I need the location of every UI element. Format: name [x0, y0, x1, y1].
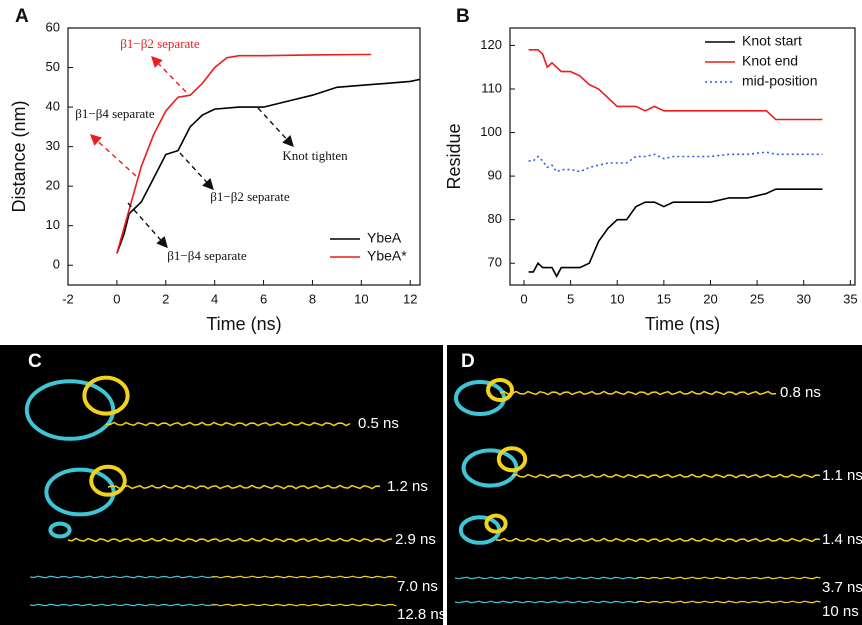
y-axis-label: Residue	[444, 123, 464, 189]
time-label: 0.8 ns	[780, 384, 821, 401]
y-tick-label: 60	[46, 19, 60, 34]
protein-domain	[82, 375, 130, 416]
protein-chain	[212, 603, 397, 607]
time-label: 1.1 ns	[822, 467, 862, 484]
x-tick-label: 2	[162, 291, 169, 306]
protein-domain	[496, 446, 528, 473]
protein-chain	[67, 537, 393, 543]
x-tick-label: 35	[843, 291, 857, 306]
protein-domain	[48, 521, 72, 539]
x-axis-label: Time (ns)	[645, 314, 720, 334]
annotation: β1−β2 separate	[210, 189, 290, 204]
y-tick-label: 0	[53, 257, 60, 272]
panel-label: A	[15, 6, 29, 27]
x-tick-label: 10	[610, 291, 624, 306]
x-tick-label: 4	[211, 291, 218, 306]
series-line	[528, 151, 823, 173]
y-tick-label: 90	[488, 168, 502, 183]
x-tick-label: 20	[703, 291, 717, 306]
annotation-arrow	[179, 152, 214, 191]
y-tick-label: 50	[46, 59, 60, 74]
legend-label: YbeA*	[367, 248, 407, 264]
protein-chain	[636, 600, 821, 604]
time-label: 0.5 ns	[358, 415, 399, 432]
protein-domain	[24, 379, 116, 441]
annotation-arrow	[151, 55, 187, 93]
annotation: β1−β2 separate	[120, 36, 200, 51]
time-label: 12.8 ns	[397, 606, 446, 623]
legend-label: YbeA	[367, 230, 402, 246]
x-tick-label: 10	[354, 291, 368, 306]
x-axis-label: Time (ns)	[206, 314, 281, 334]
y-axis-label: Distance (nm)	[9, 100, 29, 212]
protein-chain	[454, 576, 640, 580]
protein-domain	[89, 464, 127, 497]
x-tick-label: 15	[657, 291, 671, 306]
time-label: 10 ns	[822, 603, 859, 620]
y-tick-label: 40	[46, 99, 60, 114]
panel-label: B	[456, 6, 470, 27]
x-tick-label: 12	[403, 291, 417, 306]
protein-chain	[105, 421, 351, 427]
protein-chain	[107, 484, 381, 490]
annotation: β1−β4 separate	[167, 248, 247, 263]
x-tick-label: 5	[567, 291, 574, 306]
series-line	[528, 49, 823, 121]
y-tick-label: 10	[46, 217, 60, 232]
x-tick-label: -2	[62, 291, 74, 306]
time-label: 1.2 ns	[387, 478, 428, 495]
time-label: 3.7 ns	[822, 579, 862, 596]
y-tick-label: 20	[46, 178, 60, 193]
y-tick-label: 120	[480, 37, 502, 52]
x-tick-label: 0	[520, 291, 527, 306]
protein-chain	[212, 575, 397, 579]
panel-c-background	[0, 345, 443, 625]
annotation-arrow	[257, 107, 294, 148]
series-line	[116, 78, 421, 254]
protein-chain	[495, 537, 821, 543]
series-line	[116, 53, 372, 254]
protein-chain	[511, 473, 821, 479]
legend-label: Knot end	[742, 53, 798, 69]
y-tick-label: 80	[488, 211, 502, 226]
protein-chain	[29, 575, 215, 579]
x-tick-label: 30	[796, 291, 810, 306]
protein-chain	[454, 600, 640, 604]
y-tick-label: 30	[46, 138, 60, 153]
protein-domain	[486, 378, 514, 402]
panel-label: D	[461, 351, 475, 372]
plot-frame	[67, 27, 421, 286]
series-line	[528, 188, 823, 278]
time-label: 7.0 ns	[397, 578, 438, 595]
x-tick-label: 8	[309, 291, 316, 306]
annotation-arrow	[127, 202, 168, 249]
legend-label: mid-position	[742, 73, 817, 89]
y-tick-label: 70	[488, 255, 502, 270]
annotation-arrow	[89, 134, 137, 177]
protein-domain	[484, 513, 508, 534]
y-tick-label: 110	[481, 80, 502, 95]
annotation: Knot tighten	[282, 148, 348, 163]
y-tick-label: 100	[480, 124, 502, 139]
plot-frame	[509, 27, 856, 286]
time-label: 1.4 ns	[822, 531, 862, 548]
protein-chain	[499, 390, 777, 396]
panel-label: C	[28, 351, 42, 372]
protein-chain	[636, 576, 821, 580]
protein-chain	[29, 603, 215, 607]
x-tick-label: 25	[750, 291, 764, 306]
x-tick-label: 6	[260, 291, 267, 306]
time-label: 2.9 ns	[395, 531, 436, 548]
legend-label: Knot start	[742, 33, 802, 49]
x-tick-label: 0	[113, 291, 120, 306]
annotation: β1−β4 separate	[75, 106, 155, 121]
